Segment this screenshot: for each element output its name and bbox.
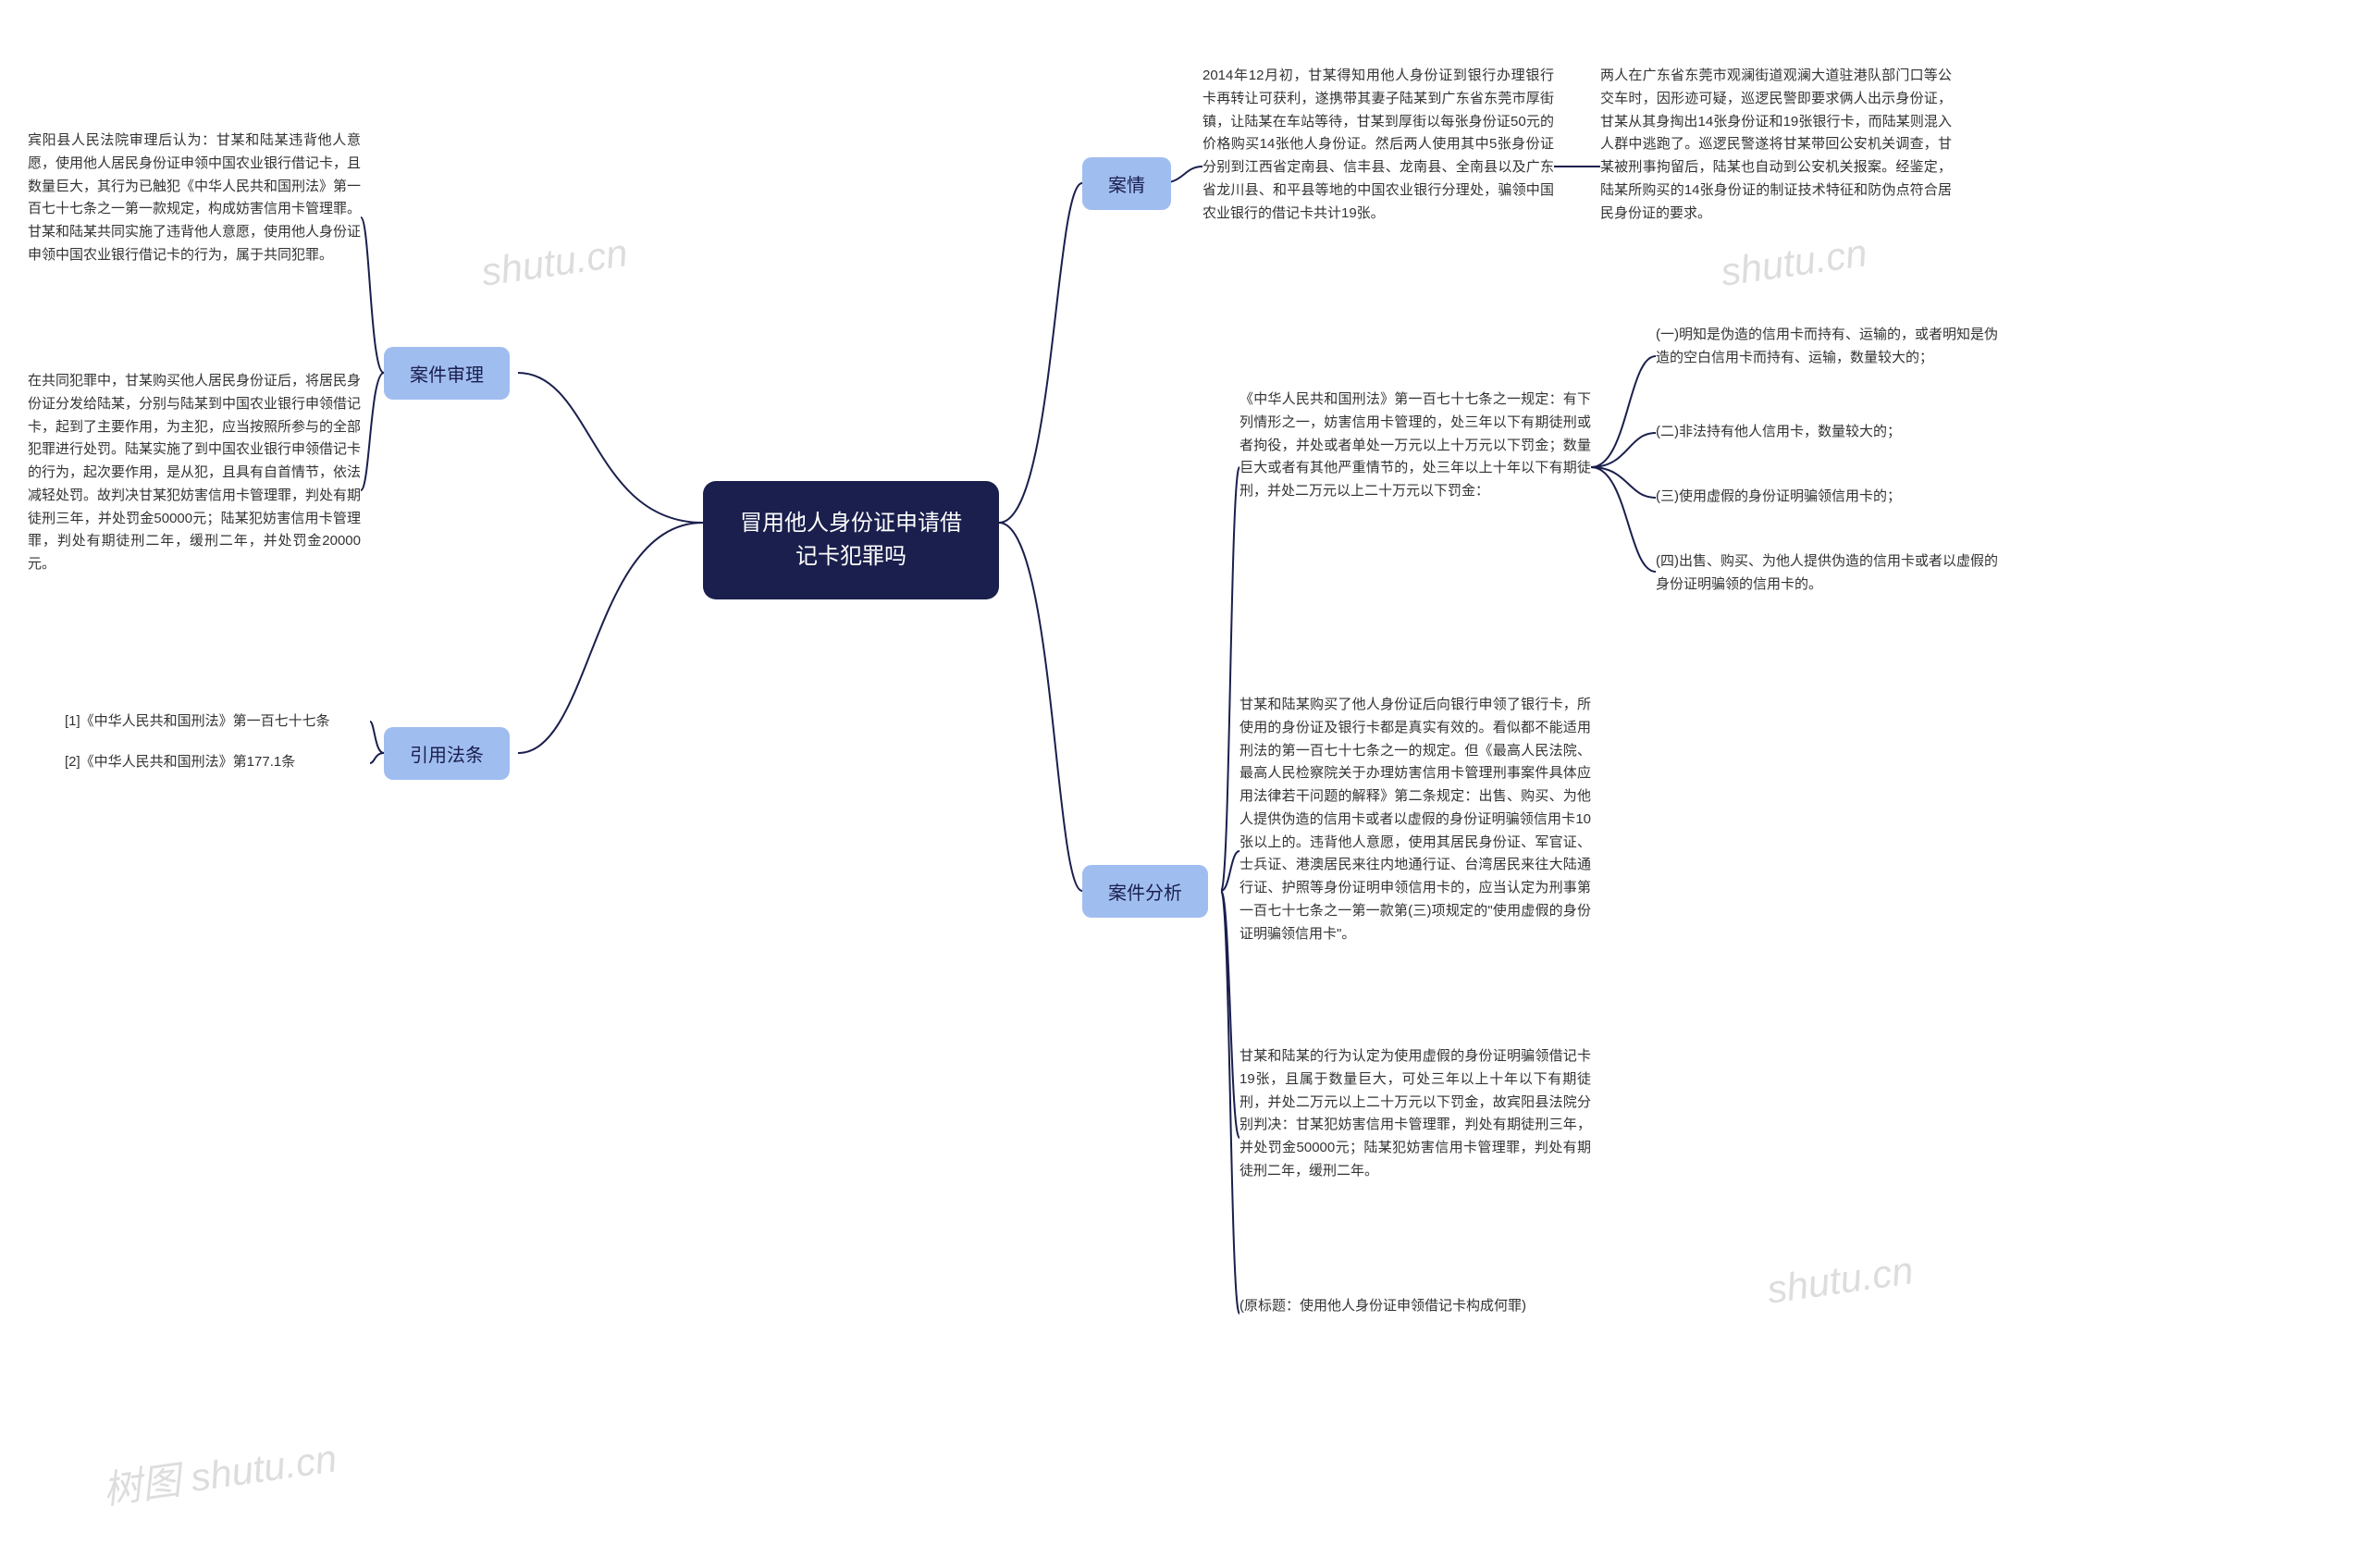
watermark-0: shutu.cn bbox=[478, 230, 630, 295]
leaf-analysis-0-sub-3: (四)出售、购买、为他人提供伪造的信用卡或者以虚假的身份证明骗领的信用卡的。 bbox=[1656, 550, 1998, 597]
leaf-facts-1: 两人在广东省东莞市观澜街道观澜大道驻港队部门口等公交车时，因形迹可疑，巡逻民警即… bbox=[1600, 65, 1952, 225]
watermark-2: shutu.cn bbox=[1718, 230, 1869, 295]
leaf-analysis-0-sub-0: (一)明知是伪造的信用卡而持有、运输的，或者明知是伪造的空白信用卡而持有、运输，… bbox=[1656, 324, 1998, 370]
branch-cited-laws: 引用法条 bbox=[384, 727, 510, 780]
leaf-analysis-0: 《中华人民共和国刑法》第一百七十七条之一规定：有下列情形之一，妨害信用卡管理的，… bbox=[1240, 389, 1591, 503]
root-node: 冒用他人身份证申请借记卡犯罪吗 bbox=[703, 481, 999, 599]
leaf-analysis-0-sub-1: (二)非法持有他人信用卡，数量较大的； bbox=[1656, 421, 1998, 444]
leaf-analysis-0-sub-2: (三)使用虚假的身份证明骗领信用卡的； bbox=[1656, 486, 1998, 509]
leaf-trial-1: 在共同犯罪中，甘某购买他人居民身份证后，将居民身份证分发给陆某，分别与陆某到中国… bbox=[28, 370, 361, 576]
leaf-law-0: [1]《中华人民共和国刑法》第一百七十七条 bbox=[65, 710, 370, 734]
leaf-facts-0: 2014年12月初，甘某得知用他人身份证到银行办理银行卡再转让可获利，遂携带其妻… bbox=[1202, 65, 1554, 225]
watermark-3: shutu.cn bbox=[1764, 1248, 1916, 1313]
branch-case-trial: 案件审理 bbox=[384, 347, 510, 400]
leaf-analysis-2: 甘某和陆某的行为认定为使用虚假的身份证明骗领借记卡19张，且属于数量巨大，可处三… bbox=[1240, 1045, 1591, 1183]
leaf-analysis-1: 甘某和陆某购买了他人身份证后向银行申领了银行卡，所使用的身份证及银行卡都是真实有… bbox=[1240, 694, 1591, 945]
leaf-trial-0: 宾阳县人民法院审理后认为：甘某和陆某违背他人意愿，使用他人居民身份证申领中国农业… bbox=[28, 130, 361, 267]
branch-case-facts: 案情 bbox=[1082, 157, 1171, 210]
leaf-analysis-3: (原标题：使用他人身份证申领借记卡构成何罪) bbox=[1240, 1295, 1591, 1318]
branch-case-analysis: 案件分析 bbox=[1082, 865, 1208, 918]
leaf-law-1: [2]《中华人民共和国刑法》第177.1条 bbox=[65, 751, 370, 774]
watermark-1: 树图 shutu.cn bbox=[99, 1427, 339, 1516]
